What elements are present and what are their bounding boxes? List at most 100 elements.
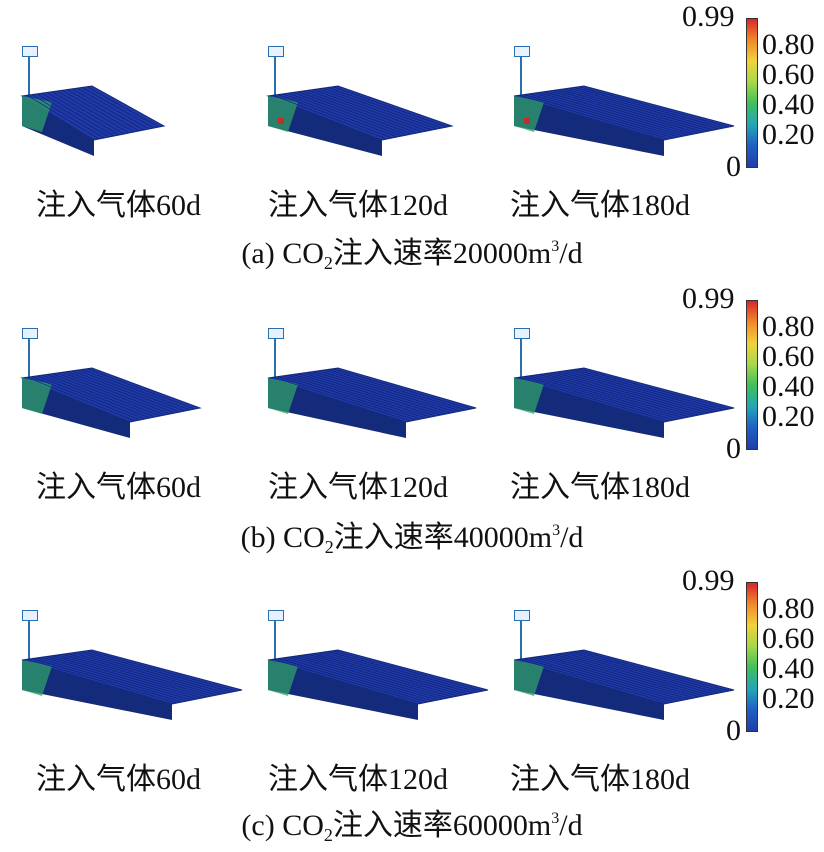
well-tag [514,610,530,621]
grid-line [31,376,141,421]
colorbar-tick: 0.60 [762,58,815,91]
grid-line [51,373,161,417]
block-top-face [21,649,243,705]
grid-line [51,655,203,699]
colorbar-tick: 0.20 [762,400,815,433]
caption-suffix: /d [559,237,583,270]
grid-line [36,375,146,420]
grid-line [317,370,457,413]
grid-line [568,369,720,412]
row-c: 注入气体60d 注入气体120d 注入气体180d (c) CO2注入速率600… [0,564,824,846]
grid-line [563,370,715,413]
reservoir-block [21,649,243,720]
grid-line [573,87,725,129]
grid-line [71,88,145,131]
grid-line [543,373,695,417]
high-saturation-cell [524,118,530,124]
colorbar-gradient [746,300,758,450]
reservoir-block [266,85,454,156]
grid-line [51,91,125,135]
grid-line [282,93,398,138]
colorbar-gradient [746,582,758,732]
time-label: 注入气体180d [510,471,690,504]
well-tag [514,46,530,57]
grid-line [81,651,233,693]
reservoir-block [513,649,735,720]
grid-line [518,94,670,140]
grid-line [272,376,412,422]
colorbar: 0.99 0.80 0.60 0.40 0.20 0 [682,0,824,182]
time-label: 注入气体60d [36,189,201,222]
colorbar-tick: 0.40 [762,370,815,403]
well-tag [268,328,284,339]
grid-line [302,372,442,416]
grid-line [31,94,105,139]
colorbar-max: 0.99 [682,564,735,597]
grid-line [297,655,449,699]
grid-line [568,651,720,694]
grid-line [277,658,429,703]
grid-line [332,86,448,128]
grid-line [578,86,730,128]
grid-line [523,94,675,139]
panel-b-120d [262,322,502,482]
grid-line [573,369,725,411]
grid-line [543,655,695,699]
panel-a-120d [262,40,502,200]
grid-line [66,89,140,132]
grid-line [277,94,393,139]
reservoir-block [513,367,735,438]
saturation-patch [268,96,298,132]
grid-line [538,656,690,700]
well-marker [28,336,30,386]
time-label: 注入气体120d [268,471,448,504]
grid-line [578,650,730,692]
well-tag [514,328,530,339]
grid-line [86,86,160,128]
time-label: 注入气体120d [268,189,448,222]
grid-line [553,89,705,133]
saturation-patch [514,378,544,414]
block-side-face [268,660,418,720]
grid-line [66,371,176,414]
panel-b-180d [508,322,748,482]
well-marker [28,54,30,104]
grid-line [543,91,695,135]
colorbar-tick: 0.20 [762,682,815,715]
grid-line [56,90,130,134]
block-top-face [513,649,735,705]
grid-line [327,87,443,129]
grid-line [287,374,427,419]
block-top-face [267,649,489,705]
grid-line [317,652,469,695]
block-side-face [22,660,172,720]
well-marker [274,336,276,386]
reservoir-block [513,85,735,156]
grid-line [46,656,198,700]
grid-line [292,656,444,700]
colorbar-tick: 0.20 [762,118,815,151]
saturation-model [266,85,454,156]
time-label: 注入气体60d [36,471,201,504]
caption-prefix: (b) CO [240,521,325,554]
caption-c: (c) CO2注入速率60000m3/d [0,800,824,846]
grid-line [553,371,705,415]
grid-line [26,658,178,704]
grid-line [533,92,685,137]
colorbar-tick: 0.80 [762,310,815,343]
grid-line [312,89,428,132]
block-side-face [514,96,664,156]
grid-line [81,369,191,411]
grid-line [31,658,183,703]
reservoir-block [267,367,477,438]
grid-line [558,371,710,414]
well-marker [274,54,276,104]
grid-line [41,656,193,701]
well-marker [520,618,522,668]
grid-line [558,653,710,696]
panel-c-120d [262,604,502,764]
well-tag [22,328,38,339]
caption-middle: 注入速率40000m [333,521,553,554]
caption-a: (a) CO2注入速率20000m3/d [0,228,824,274]
grid-line [322,369,462,412]
